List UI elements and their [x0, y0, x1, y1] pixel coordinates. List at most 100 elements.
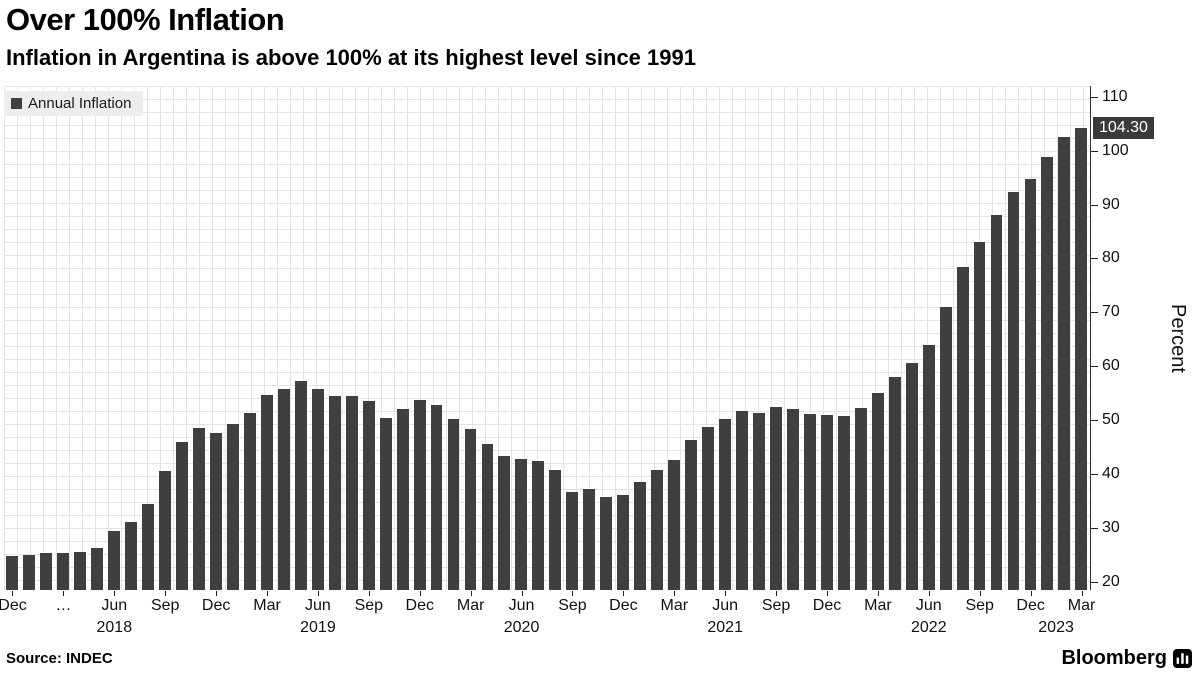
brand-footer: Bloomberg [1061, 647, 1192, 670]
y-tick-mark [1091, 150, 1098, 152]
x-tick-label: Mar [456, 597, 485, 614]
x-axis: Dec … Jun Sep Dec Mar Jun Sep Dec Mar Jun Sep Dec Mar… [0, 591, 1095, 645]
bar [142, 504, 154, 590]
x-tick-mark [419, 591, 421, 596]
x-year-label: 2020 [503, 619, 540, 636]
y-axis: 104.30 20 30 40 50 60 70 80 90 100 110 [1091, 86, 1171, 590]
x-tick-label: Dec [609, 597, 638, 614]
source-note: Source: INDEC [6, 650, 113, 667]
bar [939, 307, 952, 590]
x-tick-label: Jun [508, 597, 535, 614]
bar [125, 521, 138, 590]
bar [210, 433, 222, 590]
bar [413, 399, 426, 590]
x-tick-mark [1081, 591, 1083, 596]
x-tick-mark [572, 591, 574, 596]
y-tick-label: 30 [1102, 519, 1120, 536]
y-tick-label: 40 [1102, 465, 1120, 483]
x-tick-label: Sep [558, 597, 587, 614]
bar [820, 415, 833, 590]
x-tick-mark [623, 591, 625, 596]
bar [736, 410, 748, 590]
x-tick-mark [63, 591, 65, 596]
bar [243, 413, 256, 590]
brand-name: Bloomberg [1061, 647, 1167, 669]
x-tick-label: … [55, 597, 72, 614]
bar [685, 440, 697, 590]
x-tick-mark [521, 591, 523, 596]
bar [379, 417, 392, 590]
x-tick-mark [470, 591, 472, 596]
bar [464, 428, 477, 590]
y-tick-label: 110 [1102, 87, 1128, 105]
x-year-label: 2023 [1038, 619, 1074, 636]
y-axis-title-text: Percent [1167, 303, 1189, 373]
bar [753, 412, 765, 590]
x-tick-label: Jun [915, 597, 942, 614]
bar [176, 442, 188, 590]
y-tick-mark [1091, 258, 1098, 260]
x-tick-label: Jun [712, 597, 739, 614]
bar [803, 413, 816, 590]
bar [888, 377, 901, 590]
bar [956, 266, 969, 590]
y-tick-mark [1091, 204, 1098, 206]
x-tick-label: Jun [305, 597, 331, 614]
bar [345, 395, 358, 590]
y-tick-mark [1091, 581, 1098, 583]
bar [905, 362, 918, 590]
x-year-label: 2018 [96, 619, 133, 636]
bar [854, 407, 867, 590]
bar [1075, 127, 1088, 590]
bar [91, 547, 104, 590]
bar [922, 344, 935, 590]
chart-legend: Annual Inflation [4, 91, 144, 116]
x-tick-mark [877, 591, 879, 596]
bar [837, 416, 850, 590]
bar [515, 459, 528, 590]
bar [600, 496, 613, 590]
x-tick-label: Mar [1067, 597, 1096, 614]
bar [74, 552, 87, 590]
bar [1007, 191, 1020, 590]
x-tick-mark [826, 591, 828, 596]
bar [702, 426, 714, 590]
x-year-label: 2021 [707, 619, 743, 636]
x-tick-mark [928, 591, 930, 596]
x-tick-mark [979, 591, 981, 596]
x-tick-label: Sep [965, 597, 994, 614]
bar [23, 554, 36, 590]
y-tick-mark [1091, 528, 1098, 529]
x-tick-label: Dec [812, 597, 842, 614]
x-tick-label: Mar [864, 597, 892, 614]
y-tick-label: 60 [1102, 357, 1120, 375]
page-title: Over 100% Inflation [6, 2, 285, 37]
x-tick-mark [12, 591, 14, 596]
x-tick-mark [776, 591, 778, 596]
y-tick-label: 90 [1102, 195, 1120, 213]
bar [260, 394, 273, 590]
x-tick-mark [674, 591, 676, 596]
bar [396, 408, 409, 590]
bar [159, 471, 171, 590]
y-tick-mark [1091, 366, 1098, 368]
x-tick-label: Dec [1016, 597, 1045, 614]
bar [617, 495, 630, 590]
bar [481, 443, 494, 590]
y-tick-label: 80 [1102, 249, 1120, 267]
bar [532, 461, 545, 590]
y-tick-mark [1091, 474, 1098, 476]
bar [362, 401, 375, 590]
chart-subtitle: Inflation in Argentina is above 100% at … [6, 45, 696, 70]
bar [328, 396, 341, 590]
bar [498, 455, 511, 590]
x-tick-mark [317, 591, 319, 596]
last-value-badge: 104.30 [1093, 116, 1154, 139]
x-tick-label: Sep [354, 597, 384, 614]
x-tick-mark [725, 591, 727, 596]
x-year-label: 2022 [911, 619, 947, 636]
legend-label: Annual Inflation [28, 95, 132, 112]
bar [1058, 137, 1071, 590]
x-tick-label: Dec [405, 597, 434, 614]
